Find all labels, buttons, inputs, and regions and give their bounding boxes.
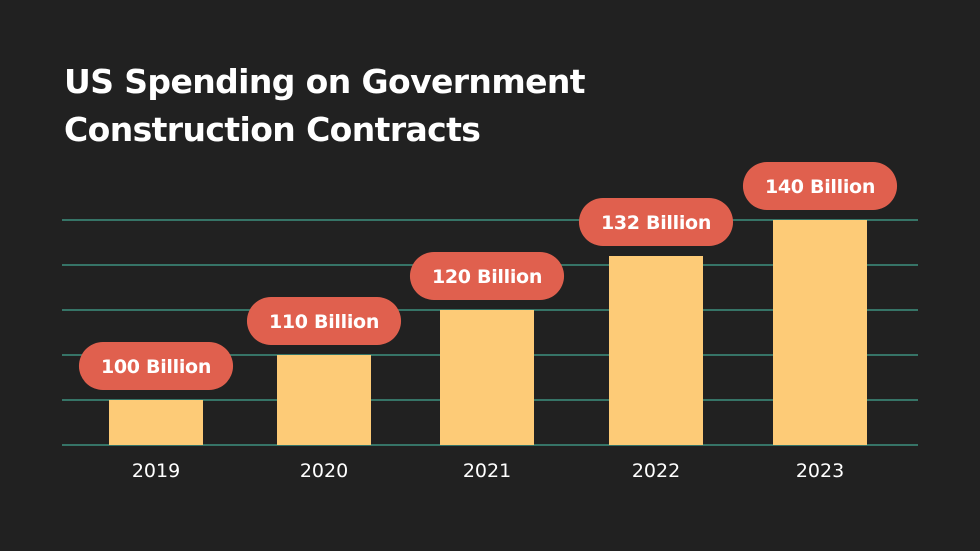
- data-labels: 100 Billion 110 Billion 120 Billion 132 Bil…: [78, 162, 898, 390]
- x-tick-label: 2022: [632, 460, 680, 482]
- data-label-text: 132 Billion: [601, 212, 711, 234]
- bar-2019: [109, 400, 203, 445]
- data-label-2020: 110 Billion: [246, 297, 402, 345]
- x-axis-ticks: 2019 2020 2021 2022 2023: [132, 460, 844, 482]
- data-label-text: 140 Billion: [765, 176, 875, 198]
- chart-title-line-2: Construction Contracts: [64, 110, 481, 149]
- bar-2022: [609, 256, 703, 445]
- chart-title-line-1: US Spending on Government: [64, 62, 586, 101]
- data-label-pill: [578, 198, 734, 246]
- data-label-text: 110 Billion: [269, 311, 379, 333]
- data-label-2021: 120 Billion: [409, 252, 565, 300]
- bar-2020: [277, 355, 371, 445]
- data-label-2022: 132 Billion: [578, 198, 734, 246]
- x-tick-label: 2019: [132, 460, 180, 482]
- data-label-text: 100 Billion: [101, 356, 211, 378]
- x-tick-label: 2020: [300, 460, 348, 482]
- bar-2023: [773, 220, 867, 445]
- x-tick-label: 2023: [796, 460, 844, 482]
- data-label-2019: 100 Billion: [78, 342, 234, 390]
- chart-title: US Spending on Government Construction C…: [64, 58, 684, 154]
- x-tick-label: 2021: [463, 460, 511, 482]
- data-label-2023: 140 Billion: [742, 162, 898, 210]
- data-label-text: 120 Billion: [432, 266, 542, 288]
- data-label-pill: [78, 342, 234, 390]
- data-label-pill: [409, 252, 565, 300]
- data-label-pill: [246, 297, 402, 345]
- data-label-pill: [742, 162, 898, 210]
- bar-2021: [440, 310, 534, 445]
- bars: [109, 220, 867, 445]
